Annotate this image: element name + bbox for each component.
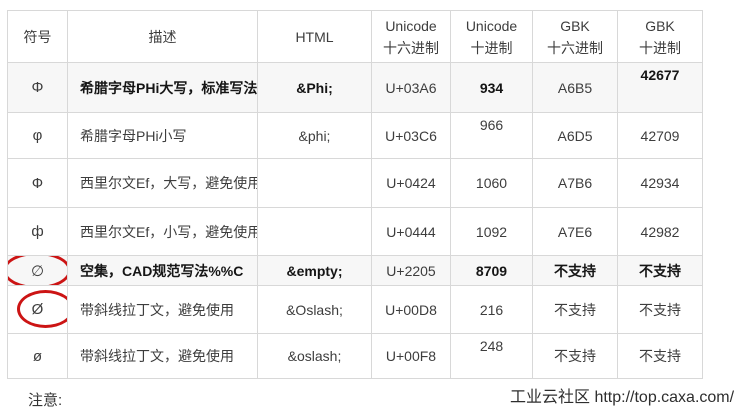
gbk-dec-cell: 42982: [617, 207, 703, 256]
column-header-html: HTML: [257, 10, 372, 63]
gbk-dec-cell: 不支持: [617, 285, 703, 334]
symbol-cell: ø: [7, 333, 68, 379]
gbk-hex-cell: 不支持: [532, 285, 618, 334]
gbk-dec-cell: 不支持: [617, 333, 703, 379]
html-entity-cell: [257, 158, 372, 208]
column-header-label: Unicode: [465, 17, 518, 34]
symbol-cell: φ: [7, 112, 68, 159]
unicode-hex-cell: U+0424: [371, 158, 451, 208]
html-entity-cell: &phi;: [257, 112, 372, 159]
symbol-cell: ∅: [7, 255, 68, 286]
symbol-cell: Ø: [7, 285, 68, 334]
description-cell: 西里尔文Ef，大写，避免使用: [67, 158, 258, 208]
table-row: Ø 带斜线拉丁文，避免使用 &Oslash; U+00D8 216 不支持 不支…: [7, 285, 703, 334]
unicode-hex-cell: U+00D8: [371, 285, 451, 334]
unicode-hex-cell: U+00F8: [371, 333, 451, 379]
gbk-hex-cell: A6B5: [532, 62, 618, 113]
description-cell: 希腊字母PHi大写，标准写法: [67, 62, 258, 113]
symbol-cell: Ф: [7, 158, 68, 208]
description-cell: 西里尔文Ef，小写，避免使用: [67, 207, 258, 256]
unicode-hex-cell: U+2205: [371, 255, 451, 286]
column-header-label: 符号: [23, 28, 52, 45]
unicode-dec-cell: 216: [450, 285, 533, 334]
table-row: ф 西里尔文Ef，小写，避免使用 U+0444 1092 A7E6 42982: [7, 207, 703, 256]
column-header-label: GBK: [645, 17, 675, 34]
unicode-dec-cell: 1092: [450, 207, 533, 256]
gbk-hex-cell: A6D5: [532, 112, 618, 159]
notes-label: 注意:: [28, 392, 63, 409]
html-entity-cell: &empty;: [257, 255, 372, 286]
gbk-hex-cell: A7B6: [532, 158, 618, 208]
column-header-label: Unicode: [385, 17, 437, 34]
symbol-glyph: Ø: [31, 301, 44, 318]
html-entity-cell: &Phi;: [257, 62, 372, 113]
unicode-dec-cell: 8709: [450, 255, 533, 286]
column-header-unicode-hex: Unicode 十六进制: [371, 10, 451, 63]
html-entity-cell: &Oslash;: [257, 285, 372, 334]
header-row: 符号 描述 HTML Unicode 十六进制 Unicode 十进制 GBK 十六进…: [7, 10, 703, 63]
symbol-cell: Φ: [7, 62, 68, 113]
description-cell: 带斜线拉丁文，避免使用: [67, 285, 258, 334]
symbol-cell: ф: [7, 207, 68, 256]
description-cell: 带斜线拉丁文，避免使用: [67, 333, 258, 379]
description-cell: 空集，CAD规范写法%%C: [67, 255, 258, 286]
gbk-dec-cell: 42934: [617, 158, 703, 208]
table-row: ø 带斜线拉丁文，避免使用 &oslash; U+00F8 248 不支持 不支…: [7, 333, 703, 379]
table-row: Ф 西里尔文Ef，大写，避免使用 U+0424 1060 A7B6 42934: [7, 158, 703, 208]
table-row: Φ 希腊字母PHi大写，标准写法 &Phi; U+03A6 934 A6B5 4…: [7, 62, 703, 113]
unicode-hex-cell: U+03A6: [371, 62, 451, 113]
unicode-dec-cell: 934: [450, 62, 533, 113]
symbol-reference-table: 符号 描述 HTML Unicode 十六进制 Unicode 十进制 GBK 十六进…: [7, 10, 703, 379]
column-header-symbol: 符号: [7, 10, 68, 63]
column-header-gbk-dec: GBK 十进制: [617, 10, 703, 63]
description-cell: 希腊字母PHi小写: [67, 112, 258, 159]
gbk-hex-cell: A7E6: [532, 207, 618, 256]
table-row: φ 希腊字母PHi小写 &phi; U+03C6 966 A6D5 42709: [7, 112, 703, 159]
gbk-hex-cell: 不支持: [532, 333, 618, 379]
column-header-description: 描述: [67, 10, 258, 63]
symbol-glyph: ∅: [30, 262, 45, 280]
unicode-dec-cell: 966: [450, 112, 533, 159]
site-credit-watermark: 工业云社区 http://top.caxa.com/: [510, 389, 735, 406]
column-header-label: HTML: [295, 28, 334, 45]
unicode-hex-cell: U+03C6: [371, 112, 451, 159]
html-entity-cell: &oslash;: [257, 333, 372, 379]
gbk-dec-cell: 不支持: [617, 255, 703, 286]
column-header-label: 描述: [148, 28, 177, 45]
unicode-dec-cell: 248: [450, 333, 533, 379]
gbk-dec-cell: 42709: [617, 112, 703, 159]
column-header-unicode-dec: Unicode 十进制: [450, 10, 533, 63]
table-row: ∅ 空集，CAD规范写法%%C &empty; U+2205 8709 不支持 …: [7, 255, 703, 286]
column-header-gbk-hex: GBK 十六进制: [532, 10, 618, 63]
gbk-hex-cell: 不支持: [532, 255, 618, 286]
gbk-dec-cell: 42677: [617, 62, 703, 113]
unicode-hex-cell: U+0444: [371, 207, 451, 256]
html-entity-cell: [257, 207, 372, 256]
column-header-label: GBK: [560, 17, 590, 34]
unicode-dec-cell: 1060: [450, 158, 533, 208]
